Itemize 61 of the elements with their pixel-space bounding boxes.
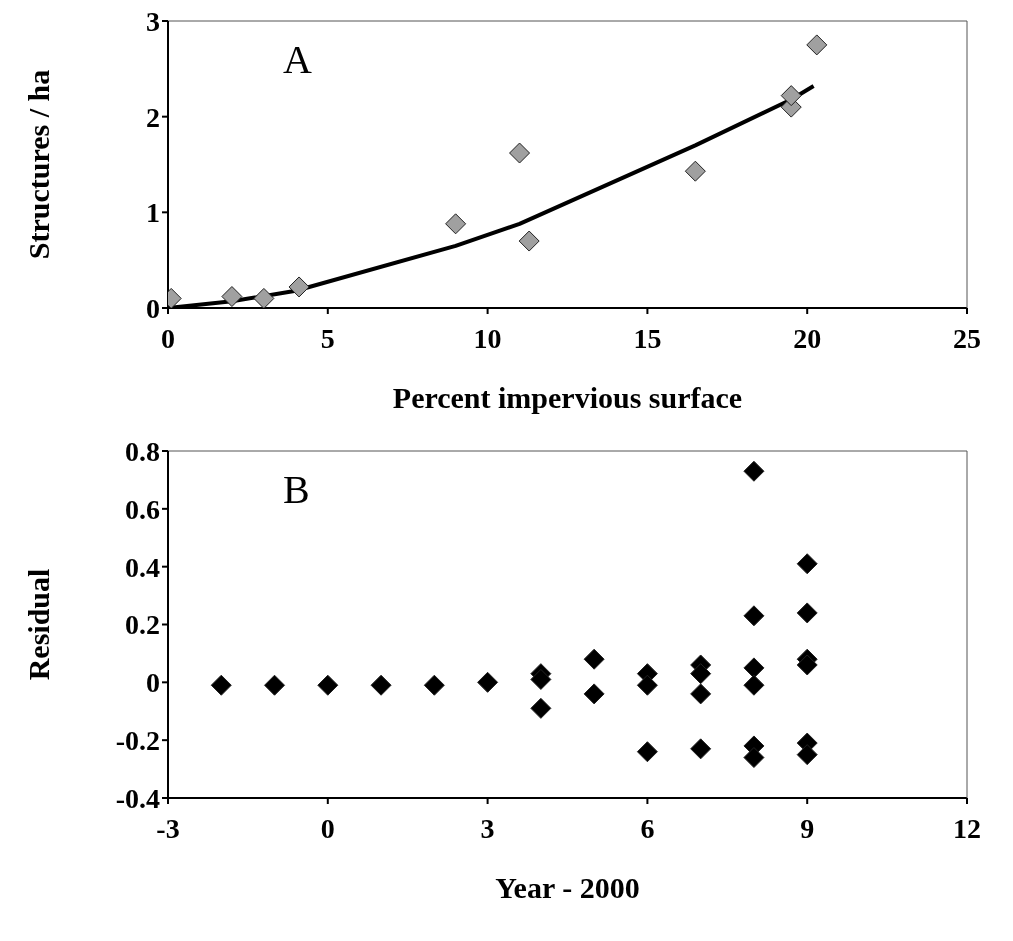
x-tick-label: 25 [953, 322, 981, 354]
point [288, 276, 310, 298]
point [690, 738, 712, 760]
x-axis-title: Percent impervious surface [392, 381, 743, 414]
x-tick-label: 3 [480, 812, 495, 844]
point [583, 648, 605, 670]
y-tick-label: 0.4 [125, 551, 160, 583]
point [445, 213, 467, 235]
point [423, 674, 445, 696]
point [317, 674, 339, 696]
point [796, 553, 818, 575]
point [743, 674, 765, 696]
point [370, 674, 392, 696]
x-tick-label: 20 [793, 322, 822, 354]
x-tick-label: 5 [320, 322, 335, 354]
point [509, 142, 531, 164]
point [210, 674, 232, 696]
y-tick-label: 0 [146, 292, 160, 324]
point [530, 697, 552, 719]
y-tick-label: -0.4 [115, 782, 160, 814]
point [743, 747, 765, 769]
x-tick-label: -3 [156, 812, 180, 844]
point [684, 160, 706, 182]
point [221, 286, 243, 308]
y-tick-label: 1 [146, 197, 160, 229]
point [690, 683, 712, 705]
x-tick-label: 15 [633, 322, 662, 354]
point [477, 671, 499, 693]
y-tick-label: 0 [146, 667, 160, 699]
point [743, 460, 765, 482]
point [518, 230, 540, 252]
x-tick-label: 0 [320, 812, 335, 844]
annotation: A [283, 36, 312, 83]
x-tick-label: 9 [800, 812, 815, 844]
point [690, 663, 712, 685]
point [806, 34, 828, 56]
point [264, 674, 286, 696]
annotation: B [283, 466, 310, 513]
y-tick-label: 3 [146, 5, 160, 37]
point [743, 605, 765, 627]
point [780, 85, 802, 107]
x-tick-label: 12 [953, 812, 981, 844]
x-axis-title: Year - 2000 [495, 871, 640, 904]
point [636, 741, 658, 763]
point [636, 674, 658, 696]
y-tick-label: 2 [146, 101, 160, 133]
y-tick-label: 0.2 [125, 609, 160, 641]
y-tick-label: -0.2 [115, 725, 160, 757]
point [743, 657, 765, 679]
y-axis-title: Structures / ha [21, 69, 55, 260]
point [796, 602, 818, 624]
y-axis-title: Residual [21, 568, 55, 681]
y-tick-label: 0.8 [125, 435, 160, 467]
point [796, 744, 818, 766]
point [583, 683, 605, 705]
x-tick-label: 6 [640, 812, 655, 844]
point [796, 654, 818, 676]
y-tick-label: 0.6 [125, 493, 160, 525]
x-tick-label: 10 [473, 322, 502, 354]
point [530, 668, 552, 690]
point [253, 287, 275, 308]
